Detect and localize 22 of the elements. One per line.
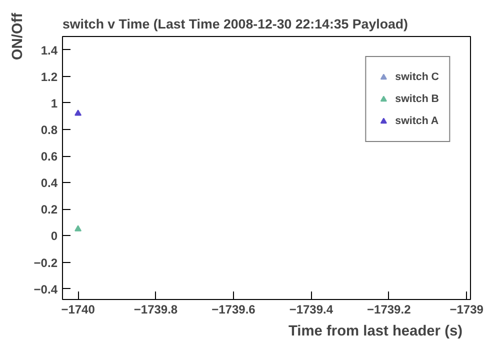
y-tick-label: −0.2 [34,256,58,270]
legend-label: switch B [395,93,439,105]
chart-title: switch v Time (Last Time 2008-12-30 22:14:35 Payload) [62,16,408,32]
x-tick-label: −1740 [61,302,96,316]
x-tick-label: −1739.6 [212,302,256,316]
x-tick-label: −1739.2 [367,302,412,316]
y-tick-label: 1.2 [40,70,58,84]
x-tick-label: −1739.4 [289,302,334,316]
legend-label: switch A [395,115,439,127]
y-tick-label: 0.6 [40,150,58,164]
y-tick-label: 0.4 [40,176,58,190]
x-tick-label: −1739 [450,302,484,316]
y-tick-label: 0.2 [40,202,58,217]
legend-label: switch C [395,71,439,83]
y-axis-title: ON/Off [10,12,26,60]
y-tick-label: −0.4 [34,282,58,296]
y-tick-label: 0.8 [40,122,58,137]
x-tick-label: −1739.8 [134,302,178,316]
x-axis-title: Time from last header (s) [288,324,463,340]
y-tick-label: 1.4 [40,43,58,58]
y-tick-label: 0 [50,229,58,244]
y-tick-label: 1 [50,96,58,110]
